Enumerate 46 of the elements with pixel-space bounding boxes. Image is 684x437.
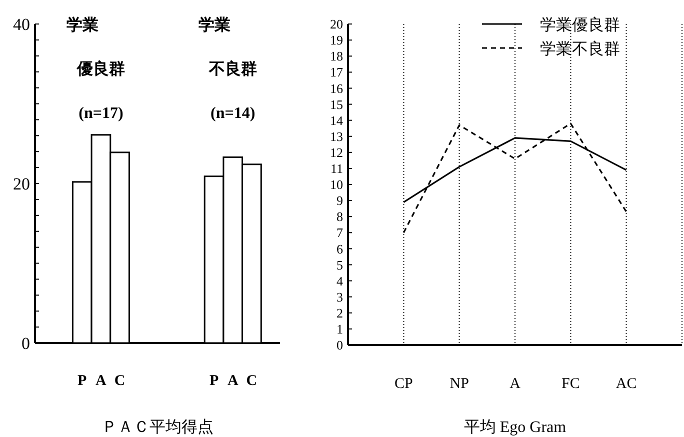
y-tick-label: 20 [330, 16, 343, 32]
legend-label: 学業優良群 [540, 16, 620, 34]
legend-label: 学業不良群 [540, 40, 620, 58]
y-tick-label: 19 [330, 32, 343, 48]
y-tick-label: 2 [336, 305, 343, 320]
y-tick-label: 0 [22, 334, 30, 353]
x-tick-label: A [510, 376, 521, 392]
x-tick-label: P [78, 373, 87, 389]
x-tick-label: P [209, 373, 219, 389]
y-tick-label: 20 [13, 174, 30, 194]
y-tick-label: 15 [330, 96, 343, 112]
y-tick-label: 40 [13, 14, 30, 34]
x-tick-label: FC [561, 376, 580, 392]
y-tick-label: 12 [330, 144, 343, 160]
x-tick-label: AC [616, 376, 637, 392]
x-tick-label: CP [394, 376, 413, 392]
y-tick-label: 8 [336, 209, 343, 224]
x-axis-title: 平均 Ego Gram [464, 419, 567, 436]
x-tick-label: C [114, 373, 126, 389]
line-series [402, 122, 628, 234]
annotation: 不良群 [208, 60, 257, 78]
x-axis-title: ＰＡＣ平均得点 [102, 418, 214, 436]
x-tick-label: A [96, 373, 107, 389]
annotation: 優良群 [76, 60, 125, 78]
y-tick-label: 11 [330, 161, 343, 176]
x-tick-label: C [246, 373, 258, 389]
y-tick-label: 16 [330, 80, 344, 96]
y-tick-label: 1 [336, 322, 343, 336]
y-tick-label: 0 [336, 338, 343, 353]
y-tick-label: 3 [336, 289, 343, 304]
annotation: 学業 [66, 16, 99, 34]
y-tick-label: 18 [330, 48, 343, 64]
x-tick-label: A [227, 373, 238, 389]
y-tick-label: 4 [336, 273, 344, 288]
y-tick-label: 7 [336, 225, 344, 240]
y-tick-label: 10 [330, 177, 343, 192]
annotation: (n=14) [210, 105, 256, 122]
y-tick-label: 6 [336, 241, 344, 256]
x-tick-label: NP [450, 376, 469, 392]
y-tick-label: 14 [330, 112, 344, 128]
y-tick-label: 9 [336, 193, 343, 208]
y-tick-label: 17 [330, 64, 344, 80]
annotation: 学業 [198, 16, 231, 34]
annotation: (n=17) [78, 105, 124, 122]
y-tick-label: 13 [330, 128, 343, 144]
y-tick-label: 5 [336, 257, 343, 272]
